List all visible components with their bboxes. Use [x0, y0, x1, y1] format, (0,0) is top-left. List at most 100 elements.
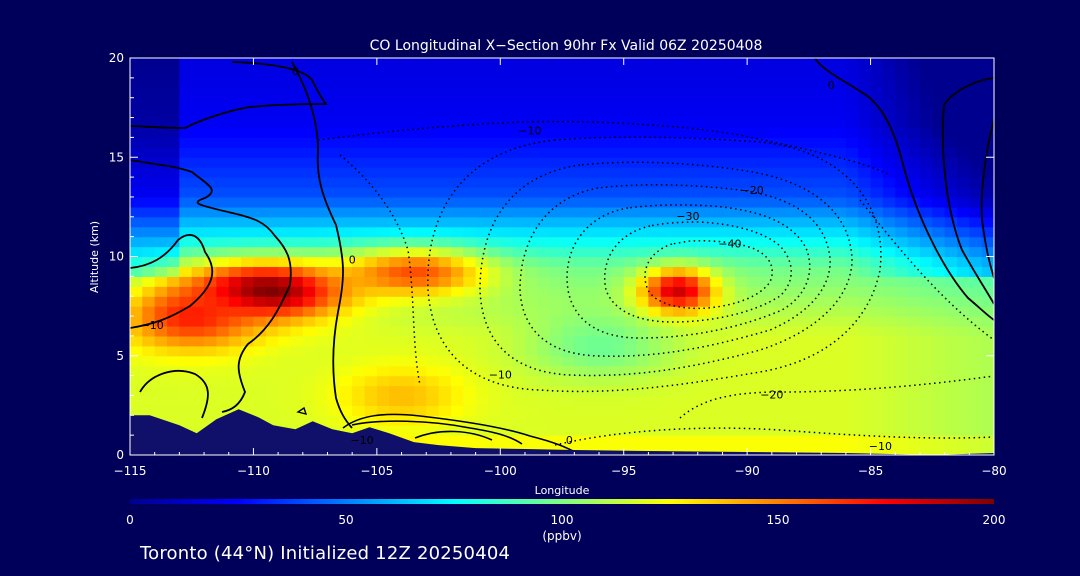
heat-cell — [685, 67, 699, 79]
heat-cell — [759, 415, 773, 426]
y-axis-title: Altitude (km) — [88, 221, 101, 293]
heat-cell — [932, 206, 946, 218]
heat-cell — [475, 355, 489, 367]
heat-cell — [685, 236, 699, 248]
heat-cell — [302, 325, 316, 337]
heat-cell — [599, 157, 612, 168]
heat-cell — [265, 256, 279, 268]
heat-cell — [919, 97, 933, 109]
heat-cell — [524, 325, 538, 337]
heat-cell — [376, 77, 390, 89]
heat-cell — [808, 117, 822, 129]
heat-cell — [821, 425, 835, 436]
heat-cell — [771, 365, 785, 377]
heat-cell — [253, 117, 267, 129]
heat-cell — [636, 87, 649, 99]
heat-cell — [500, 216, 514, 228]
heat-cell — [611, 167, 625, 178]
heat-cell — [524, 256, 538, 268]
heat-cell — [512, 256, 526, 268]
heat-cell — [722, 97, 736, 109]
heat-cell — [500, 167, 514, 178]
heat-cell — [599, 67, 612, 79]
heat-cell — [907, 345, 921, 357]
heat-cell — [759, 266, 773, 277]
heat-cell — [228, 87, 242, 99]
heat-cell — [278, 395, 292, 406]
heat-cell — [660, 216, 674, 228]
heat-cell — [204, 365, 217, 377]
heat-cell — [241, 296, 255, 307]
heat-cell — [734, 226, 748, 238]
heat-cell — [537, 395, 551, 406]
heat-cell — [339, 157, 353, 168]
heat-cell — [673, 335, 687, 347]
heat-cell — [364, 167, 378, 178]
heat-cell — [796, 306, 810, 317]
heat-cell — [389, 385, 403, 397]
heat-cell — [944, 335, 958, 347]
heat-cell — [204, 266, 217, 277]
heat-cell — [537, 415, 551, 426]
heat-cell — [204, 107, 217, 119]
heat-cell — [981, 187, 994, 198]
heat-cell — [463, 375, 477, 387]
heat-cell — [710, 206, 724, 218]
heat-cell — [376, 375, 390, 387]
heat-cell — [673, 425, 687, 436]
heat-cell — [784, 385, 798, 397]
heat-cell — [833, 286, 847, 297]
heat-cell — [882, 246, 896, 258]
heat-cell — [586, 87, 600, 99]
heat-cell — [833, 276, 847, 287]
heat-cell — [734, 167, 748, 178]
contour-line — [291, 61, 353, 429]
heat-cell — [154, 226, 168, 238]
heat-cell — [895, 246, 909, 258]
heat-cell — [574, 375, 588, 387]
heat-cell — [919, 177, 933, 188]
heat-cell — [611, 137, 625, 148]
heat-cell — [204, 316, 217, 327]
heat-cell — [426, 306, 440, 317]
heat-cell — [660, 196, 674, 208]
heat-cell — [660, 67, 674, 79]
heat-cell — [204, 216, 217, 228]
heat-cell — [204, 355, 217, 367]
heat-cell — [932, 87, 946, 99]
heat-cell — [833, 405, 847, 416]
heat-cell — [858, 355, 872, 367]
heat-cell — [537, 157, 551, 168]
heat-cell — [302, 77, 316, 89]
heat-cell — [808, 395, 822, 406]
heat-cell — [228, 157, 242, 168]
heat-cell — [932, 335, 946, 347]
heat-cell — [253, 236, 267, 248]
heat-cell — [710, 87, 724, 99]
heat-cell — [364, 345, 378, 357]
heat-cell — [623, 256, 637, 268]
heat-cell — [426, 127, 440, 138]
heat-cell — [932, 266, 946, 277]
heat-cell — [302, 177, 316, 188]
heat-cell — [574, 216, 588, 228]
heat-cell — [636, 67, 649, 79]
heat-cell — [771, 325, 785, 337]
contour-line — [941, 77, 994, 305]
heat-cell — [315, 87, 329, 99]
heat-cell — [450, 425, 464, 436]
heat-cell — [413, 425, 427, 436]
heat-cell — [487, 236, 501, 248]
heat-cell — [401, 286, 415, 297]
heat-cell — [759, 345, 773, 357]
heat-cell — [512, 395, 526, 406]
heat-cell — [302, 58, 316, 69]
heat-cell — [771, 236, 785, 248]
heat-cell — [327, 296, 341, 307]
heat-cell — [290, 97, 304, 109]
heat-cell — [895, 266, 909, 277]
heat-cell — [475, 385, 489, 397]
heat-cell — [475, 147, 489, 158]
heat-cell — [438, 97, 452, 109]
heat-cell — [253, 87, 267, 99]
